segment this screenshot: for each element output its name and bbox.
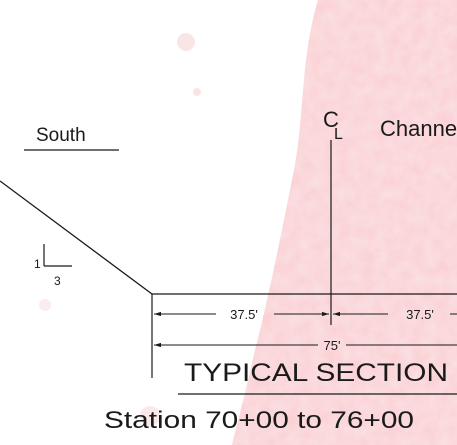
dimension-total-label: 75' bbox=[324, 338, 341, 353]
dimension-left-half: 37.5' bbox=[154, 307, 329, 322]
centerline-symbol: C bbox=[323, 107, 339, 132]
side-label: South bbox=[36, 125, 86, 146]
slope-run-label: 3 bbox=[54, 274, 61, 288]
slope-rise-label: 1 bbox=[34, 257, 41, 271]
background-stain bbox=[39, 0, 457, 445]
dimension-left-label: 37.5' bbox=[230, 307, 258, 322]
slope-ratio-indicator: 1 3 bbox=[34, 244, 72, 288]
dimension-right-half: 37.5' bbox=[333, 307, 457, 322]
station-range: Station 70+00 to 76+00 bbox=[104, 407, 414, 434]
dimension-right-label: 37.5' bbox=[406, 307, 434, 322]
centerline-marker: C L bbox=[323, 107, 343, 325]
side-slope-line bbox=[0, 180, 153, 295]
section-title: TYPICAL SECTION bbox=[184, 359, 448, 387]
dimension-total: 75' bbox=[154, 338, 457, 353]
channel-label: Channel bbox=[380, 116, 457, 141]
centerline-symbol-subscript: L bbox=[334, 126, 343, 143]
